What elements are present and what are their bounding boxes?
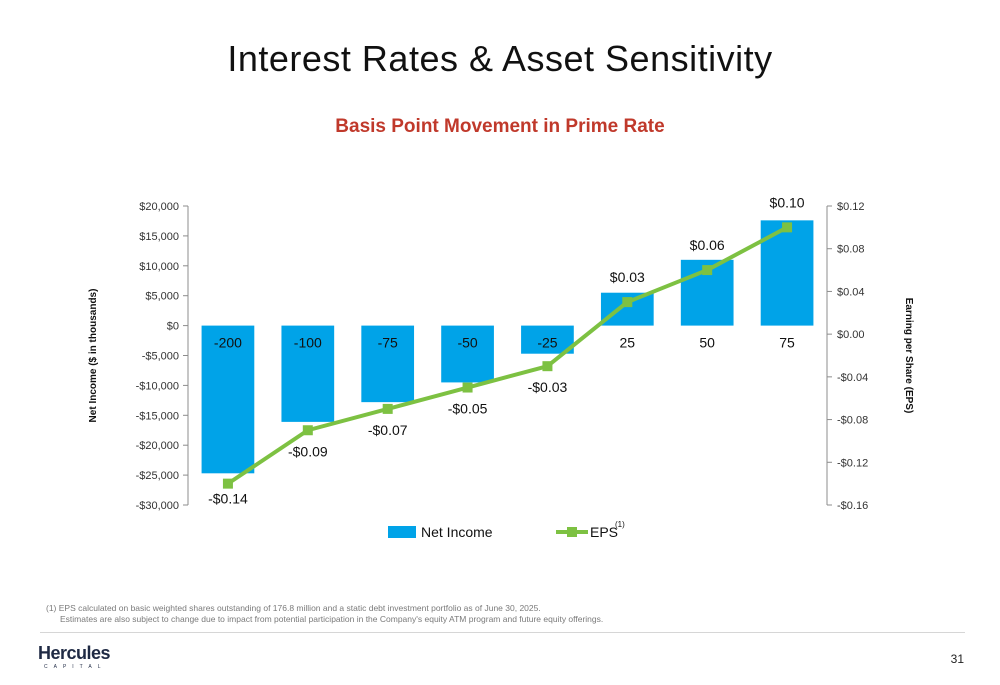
right-axis-tick-label: $0.04 <box>837 286 865 298</box>
eps-data-label: -$0.03 <box>528 379 568 395</box>
category-label: -50 <box>457 335 477 351</box>
category-label: -200 <box>214 335 242 351</box>
right-axis-tick-label: $0.00 <box>837 329 865 341</box>
logo-wordmark: Hercules <box>38 643 111 663</box>
footnote: (1) EPS calculated on basic weighted sha… <box>46 603 846 625</box>
legend-net-income-swatch <box>388 526 416 538</box>
eps-data-label: -$0.07 <box>368 422 408 438</box>
left-axis-tick-label: $0 <box>167 321 179 333</box>
right-axis-tick-label: $0.12 <box>837 201 865 213</box>
eps-marker <box>222 478 233 489</box>
net-income-bar <box>281 325 335 422</box>
left-axis-tick-label: $15,000 <box>139 231 179 243</box>
left-axis-tick-label: -$25,000 <box>136 470 179 482</box>
category-label: 75 <box>779 335 795 351</box>
eps-marker <box>702 265 713 276</box>
right-axis-tick-label: -$0.16 <box>837 500 868 512</box>
eps-data-label: -$0.05 <box>448 401 488 417</box>
right-axis-title: Earning per Share (EPS) <box>903 298 914 414</box>
left-axis-tick-label: -$10,000 <box>136 380 179 392</box>
left-axis-title: Net Income ($ in thousands) <box>88 289 99 423</box>
left-axis-tick-label: -$15,000 <box>136 410 179 422</box>
eps-data-label: -$0.09 <box>288 443 328 459</box>
eps-marker <box>622 297 633 308</box>
footer-divider <box>40 632 965 633</box>
net-income-bar <box>441 325 494 383</box>
left-axis-tick-label: -$30,000 <box>136 500 179 512</box>
left-axis-tick-label: $20,000 <box>139 201 179 213</box>
right-axis-tick-label: $0.08 <box>837 244 865 256</box>
footnote-line-1: (1) EPS calculated on basic weighted sha… <box>46 603 541 613</box>
category-label: -100 <box>294 335 322 351</box>
chart: $20,000 $15,000 $10,000 $5,000 $0 -$5,000 -$10… <box>88 194 914 540</box>
logo-subtitle: CAPITAL <box>44 664 107 670</box>
eps-data-label: $0.03 <box>610 269 645 285</box>
net-income-bar <box>521 325 574 354</box>
right-axis-tick-label: -$0.08 <box>837 415 868 427</box>
left-axis-tick-label: $5,000 <box>145 291 179 303</box>
left-axis-tick-label: -$20,000 <box>136 440 179 452</box>
left-axis-tick-label: -$5,000 <box>142 351 179 363</box>
eps-marker <box>382 403 393 414</box>
net-income-bar <box>201 325 255 474</box>
right-axis-tick-label: -$0.04 <box>837 372 868 384</box>
page-number: 31 <box>950 652 964 666</box>
eps-marker <box>462 382 473 393</box>
category-label: -75 <box>378 335 398 351</box>
eps-marker <box>302 425 313 436</box>
page-title: Interest Rates & Asset Sensitivity <box>227 38 773 79</box>
legend-eps-marker <box>567 527 577 537</box>
category-label: -25 <box>537 335 557 351</box>
eps-data-label: -$0.14 <box>208 491 248 507</box>
eps-marker <box>542 361 553 372</box>
legend-eps-superscript: (1) <box>615 520 625 529</box>
eps-line <box>226 225 789 486</box>
legend-net-income-label: Net Income <box>421 524 493 540</box>
eps-data-label: $0.06 <box>690 237 725 253</box>
right-axis-tick-label: -$0.12 <box>837 457 868 469</box>
footnote-line-2: Estimates are also subject to change due… <box>60 614 604 624</box>
left-axis-tick-label: $10,000 <box>139 261 179 273</box>
eps-data-label: $0.10 <box>770 194 805 210</box>
category-label: 50 <box>699 335 715 351</box>
legend-eps-label: EPS <box>590 524 618 540</box>
net-income-bar <box>361 325 415 403</box>
eps-marker <box>782 222 793 233</box>
company-logo: Hercules CAPITAL <box>38 644 128 674</box>
category-label: 25 <box>620 335 636 351</box>
chart-title: Basis Point Movement in Prime Rate <box>335 116 665 137</box>
